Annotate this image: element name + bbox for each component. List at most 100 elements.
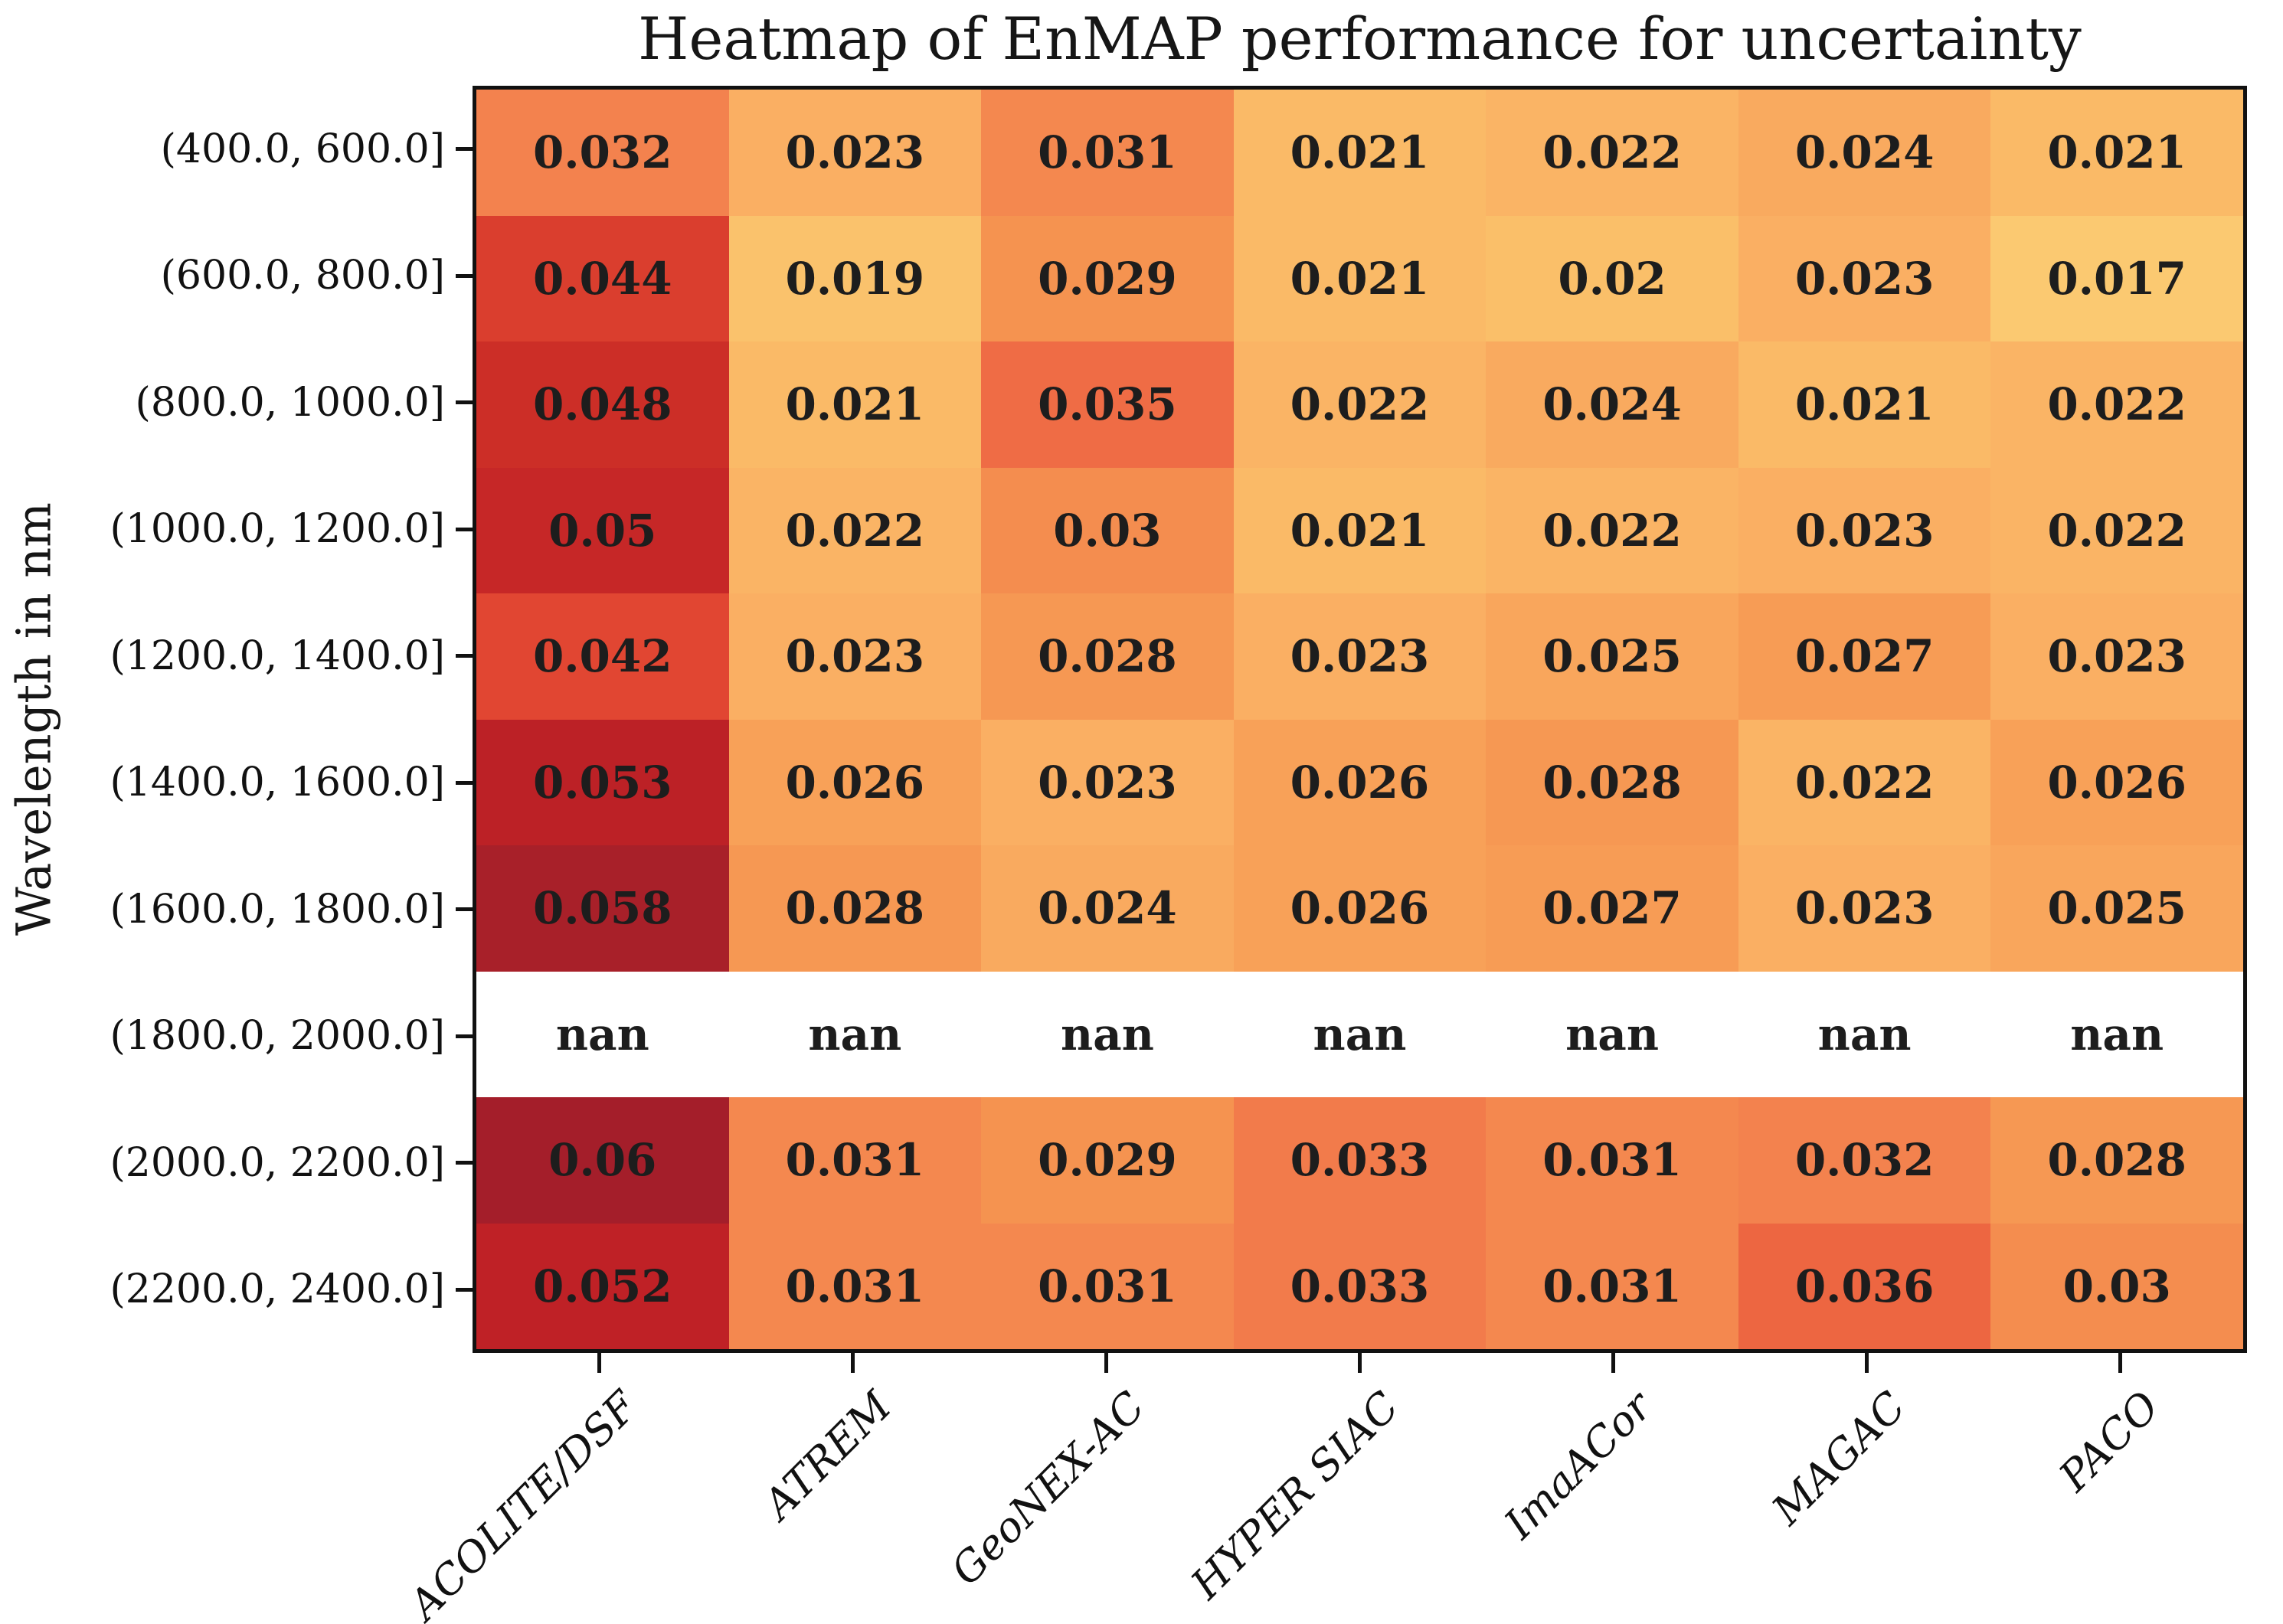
heatmap-cell: 0.026 — [728, 719, 982, 845]
heatmap-cell: 0.022 — [1990, 341, 2243, 468]
heatmap-cell: nan — [1990, 971, 2243, 1097]
heatmap-cell: 0.02 — [1486, 215, 1738, 341]
heatmap-cell: 0.028 — [728, 845, 982, 972]
heatmap-cell: 0.027 — [1486, 845, 1738, 972]
x-tick-label: ACOLITE/DSF — [400, 1382, 648, 1624]
heatmap-cell: 0.033 — [1233, 1097, 1487, 1224]
x-tick-mark — [2118, 1353, 2122, 1373]
heatmap-cell: 0.052 — [476, 1223, 729, 1349]
heatmap-cell: 0.033 — [1233, 1223, 1487, 1349]
heatmap-cell: 0.023 — [1738, 467, 1991, 593]
heatmap-cell: 0.026 — [1990, 719, 2243, 845]
heatmap-cell: 0.023 — [728, 90, 982, 216]
x-tick-label: MAGAC — [1762, 1382, 1915, 1534]
heatmap-cell: 0.021 — [1233, 215, 1487, 341]
y-axis-title: Wavelength in nm — [5, 502, 62, 936]
heatmap-cell: 0.024 — [981, 845, 1234, 972]
x-tick-label: GeoNEX-AC — [941, 1382, 1155, 1595]
heatmap-cell: 0.027 — [1738, 593, 1991, 720]
heatmap-cell: 0.017 — [1990, 215, 2243, 341]
heatmap-cell: 0.025 — [1990, 845, 2243, 972]
y-tick-label: (1600.0, 1800.0] — [110, 886, 445, 933]
heatmap-cell: 0.032 — [476, 90, 729, 216]
heatmap-cell: 0.023 — [1738, 215, 1991, 341]
chart-title: Heatmap of EnMAP performance for uncerta… — [638, 5, 2082, 73]
heatmap-cell: 0.029 — [981, 1097, 1234, 1224]
heatmap-cell: 0.031 — [981, 90, 1234, 216]
heatmap-cell: 0.023 — [981, 719, 1234, 845]
heatmap-cell: nan — [728, 971, 982, 1097]
heatmap-cell: 0.028 — [1990, 1097, 2243, 1224]
y-tick-label: (400.0, 600.0] — [160, 126, 445, 172]
heatmap-cell: 0.028 — [1486, 719, 1738, 845]
heatmap-cell: 0.019 — [728, 215, 982, 341]
x-tick-mark — [1104, 1353, 1108, 1373]
heatmap-cell: 0.021 — [1233, 90, 1487, 216]
heatmap-cell: 0.058 — [476, 845, 729, 972]
heatmap-cell: 0.031 — [728, 1097, 982, 1224]
heatmap-cell: 0.021 — [728, 341, 982, 468]
y-tick-label: (1000.0, 1200.0] — [110, 506, 445, 553]
y-tick-label: (2200.0, 2400.0] — [110, 1266, 445, 1313]
y-tick-mark — [456, 1287, 473, 1292]
y-tick-mark — [456, 1034, 473, 1038]
heatmap-cell: 0.031 — [1486, 1097, 1738, 1224]
heatmap-cell: 0.035 — [981, 341, 1234, 468]
heatmap-cell: 0.024 — [1738, 90, 1991, 216]
y-tick-mark — [456, 780, 473, 785]
y-tick-label: (600.0, 800.0] — [160, 253, 445, 299]
x-tick-mark — [1865, 1353, 1869, 1373]
heatmap-cell: 0.022 — [1990, 467, 2243, 593]
heatmap-cell: 0.044 — [476, 215, 729, 341]
heatmap-cell: nan — [476, 971, 729, 1097]
heatmap-cell: 0.021 — [1233, 467, 1487, 593]
heatmap-cell: 0.031 — [728, 1223, 982, 1349]
heatmap-cell: 0.026 — [1233, 719, 1487, 845]
heatmap-cell: 0.022 — [728, 467, 982, 593]
y-tick-mark — [456, 273, 473, 278]
heatmap-cell: 0.023 — [1990, 593, 2243, 720]
heatmap-cell: 0.022 — [1738, 719, 1991, 845]
y-tick-mark — [456, 147, 473, 152]
heatmap-cell: 0.021 — [1990, 90, 2243, 216]
plot-area: 0.032 0.023 0.031 0.021 0.022 0.024 0.021 0.044… — [473, 86, 2247, 1353]
heatmap-cell: nan — [1233, 971, 1487, 1097]
heatmap-cell: 0.022 — [1486, 90, 1738, 216]
heatmap-cell: nan — [1738, 971, 1991, 1097]
heatmap-cell: 0.029 — [981, 215, 1234, 341]
y-tick-mark — [456, 907, 473, 912]
heatmap-cell: nan — [1486, 971, 1738, 1097]
heatmap-cell: 0.036 — [1738, 1223, 1991, 1349]
x-tick-label: PACO — [2049, 1382, 2169, 1501]
heatmap-cell: 0.031 — [981, 1223, 1234, 1349]
heatmap-cell: 0.022 — [1233, 341, 1487, 468]
x-tick-label: ImaACor — [1495, 1382, 1662, 1548]
x-tick-mark — [851, 1353, 855, 1373]
heatmap-cell: 0.042 — [476, 593, 729, 720]
heatmap-cell: 0.023 — [1738, 845, 1991, 972]
heatmap-cell: 0.053 — [476, 719, 729, 845]
heatmap-cell: 0.026 — [1233, 845, 1487, 972]
heatmap-cell: 0.03 — [1990, 1223, 2243, 1349]
heatmap-cell: 0.048 — [476, 341, 729, 468]
y-tick-mark — [456, 527, 473, 531]
heatmap-cell: 0.025 — [1486, 593, 1738, 720]
heatmap-cell: 0.03 — [981, 467, 1234, 593]
y-tick-label: (2000.0, 2200.0] — [110, 1139, 445, 1186]
heatmap-cell: 0.032 — [1738, 1097, 1991, 1224]
x-tick-mark — [597, 1353, 601, 1373]
heatmap-grid: 0.032 0.023 0.031 0.021 0.022 0.024 0.021 0.044… — [476, 90, 2243, 1349]
x-tick-label: ATREM — [754, 1382, 901, 1529]
heatmap-cell: 0.028 — [981, 593, 1234, 720]
y-tick-label: (1800.0, 2000.0] — [110, 1013, 445, 1060]
y-tick-label: (1200.0, 1400.0] — [110, 632, 445, 679]
y-tick-label: (1400.0, 1600.0] — [110, 760, 445, 806]
x-tick-mark — [1358, 1353, 1362, 1373]
x-tick-label: HYPER SIAC — [1181, 1382, 1408, 1609]
x-tick-mark — [1611, 1353, 1615, 1373]
heatmap-cell: 0.031 — [1486, 1223, 1738, 1349]
y-tick-mark — [456, 654, 473, 658]
heatmap-cell: 0.023 — [1233, 593, 1487, 720]
heatmap-cell: nan — [981, 971, 1234, 1097]
